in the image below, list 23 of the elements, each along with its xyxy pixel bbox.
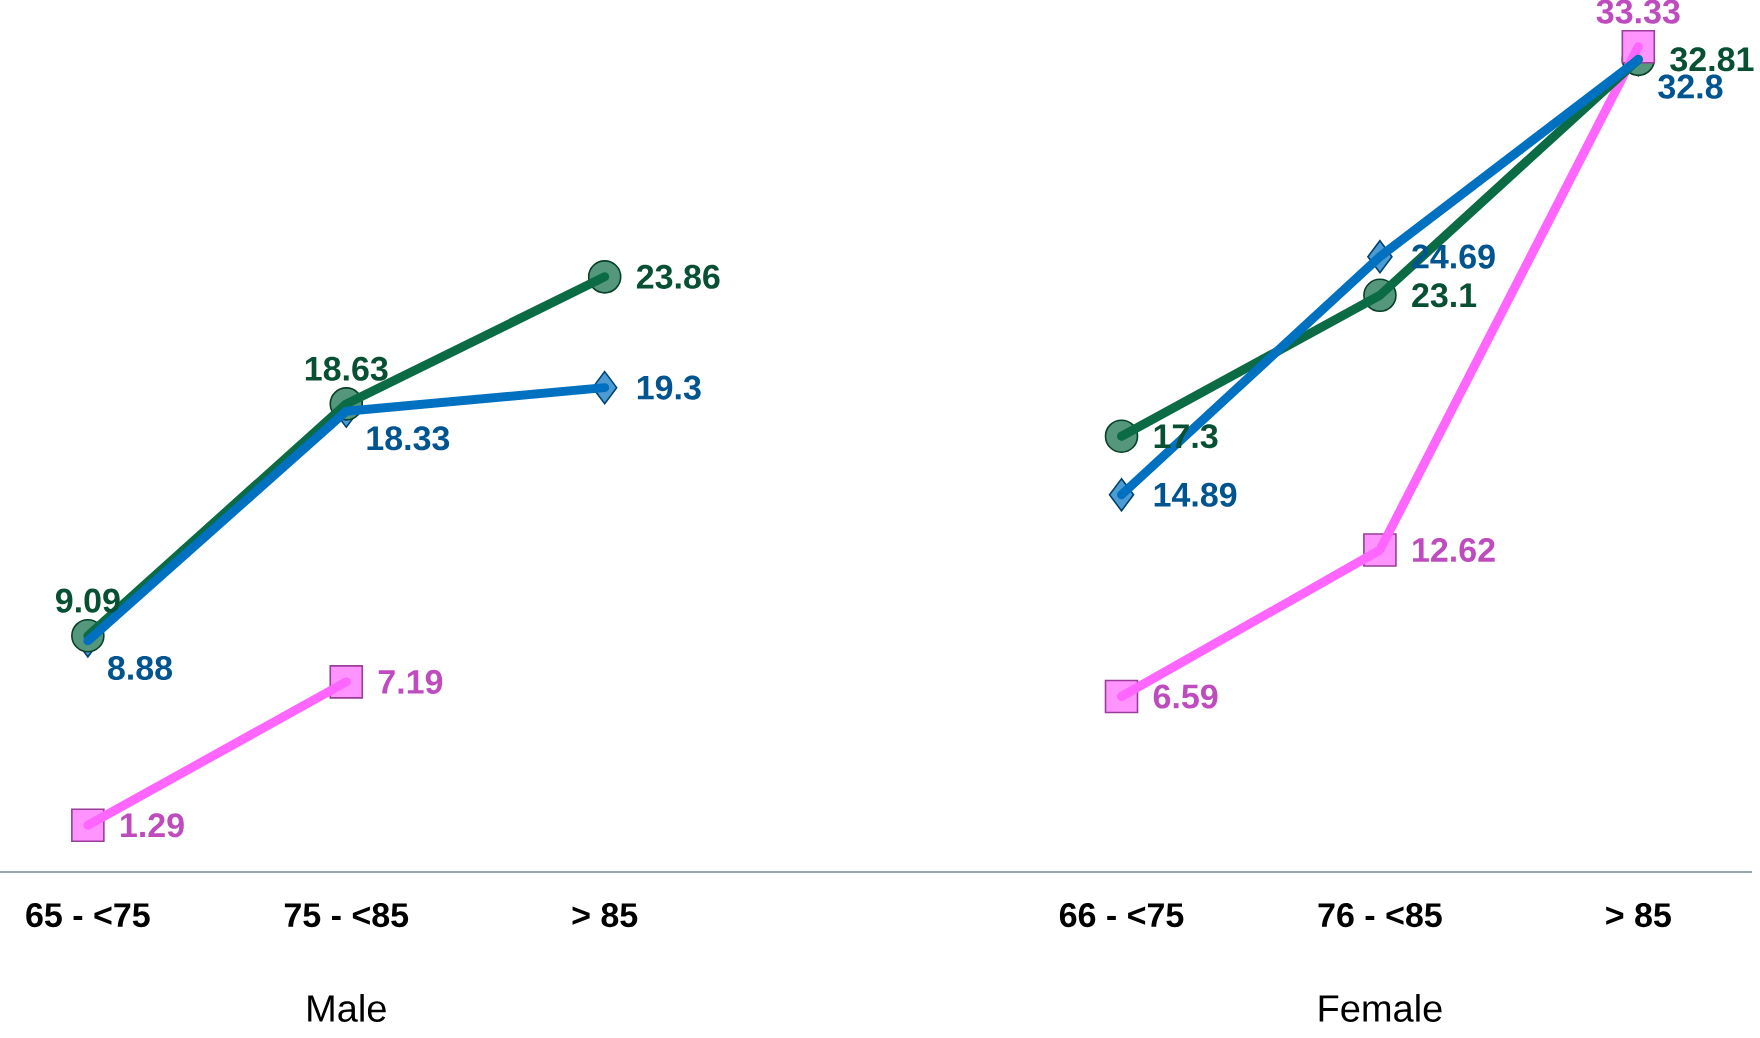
data-label: 33.33 <box>1596 0 1680 24</box>
data-label: 9.09 <box>55 588 120 613</box>
data-label: 23.86 <box>636 264 720 289</box>
data-label: 18.33 <box>367 426 450 451</box>
data-label: 14.89 <box>1154 482 1237 507</box>
data-label: 12.62 <box>1413 537 1495 563</box>
text: Male <box>308 994 386 1022</box>
data-label: 23.1 <box>1412 283 1477 308</box>
x-tick-label: > 85 <box>1606 903 1671 928</box>
text: Female <box>1319 994 1442 1022</box>
data-label: 1.29 <box>121 813 184 838</box>
data-label: 7.19 <box>378 669 443 694</box>
data-label: 6.59 <box>1153 684 1218 709</box>
x-tick-label: 65 - <75 <box>26 903 150 928</box>
data-label: 18.63 <box>305 356 388 381</box>
x-tick-label: > 85 <box>572 903 638 928</box>
data-label: 8.88 <box>107 655 173 680</box>
data-label: 19.3 <box>637 375 701 400</box>
x-tick-label: 76 - <85 <box>1318 903 1442 928</box>
x-tick-label: 75 - <85 <box>284 903 409 928</box>
data-label: 32.81 <box>1670 47 1754 72</box>
x-tick-label: 66 - <75 <box>1059 903 1184 928</box>
data-label: 32.8 <box>1658 74 1723 99</box>
